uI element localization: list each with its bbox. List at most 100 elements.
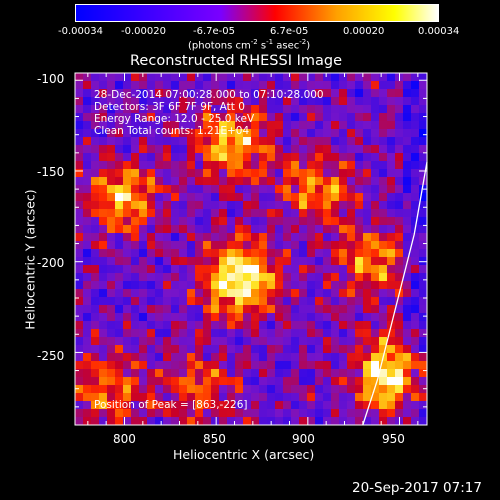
- heatmap-cell: [91, 361, 100, 370]
- heatmap-cell: [227, 217, 236, 226]
- heatmap-cell: [387, 265, 396, 274]
- heatmap-cell: [219, 345, 228, 354]
- heatmap-cell: [371, 97, 380, 106]
- heatmap-cell: [275, 169, 284, 178]
- heatmap-cell: [371, 73, 380, 82]
- heatmap-cell: [147, 169, 156, 178]
- heatmap-cell: [235, 89, 244, 98]
- heatmap-cell: [291, 233, 300, 242]
- heatmap-cell: [299, 169, 308, 178]
- heatmap-cell: [315, 265, 324, 274]
- heatmap-cell: [203, 417, 212, 426]
- heatmap-cell: [163, 97, 172, 106]
- heatmap-cell: [163, 129, 172, 138]
- heatmap-cell: [219, 257, 228, 266]
- heatmap-cell: [403, 393, 412, 402]
- heatmap-cell: [147, 209, 156, 218]
- heatmap-cell: [395, 201, 404, 210]
- heatmap-cell: [299, 241, 308, 250]
- heatmap-cell: [227, 257, 236, 266]
- heatmap-cell: [371, 113, 380, 122]
- heatmap-cell: [267, 225, 276, 234]
- heatmap-cell: [155, 185, 164, 194]
- heatmap-cell: [419, 89, 428, 98]
- heatmap-cell: [227, 137, 236, 146]
- heatmap-cell: [291, 289, 300, 298]
- heatmap-cell: [171, 209, 180, 218]
- heatmap-cell: [123, 369, 132, 378]
- heatmap-cell: [155, 73, 164, 82]
- heatmap-cell: [283, 265, 292, 274]
- heatmap-cell: [411, 105, 420, 114]
- heatmap-cell: [315, 81, 324, 90]
- heatmap-cell: [139, 185, 148, 194]
- heatmap-cell: [331, 225, 340, 234]
- heatmap-cell: [155, 393, 164, 402]
- heatmap-cell: [131, 81, 140, 90]
- heatmap-cell: [243, 81, 252, 90]
- heatmap-cell: [299, 409, 308, 418]
- heatmap-cell: [411, 273, 420, 282]
- heatmap-cell: [283, 401, 292, 410]
- heatmap-cell: [419, 329, 428, 338]
- heatmap-cell: [219, 321, 228, 330]
- heatmap-cell: [307, 225, 316, 234]
- heatmap-cell: [275, 137, 284, 146]
- heatmap-cell: [123, 345, 132, 354]
- heatmap-cell: [131, 193, 140, 202]
- heatmap-cell: [187, 249, 196, 258]
- colorbar-tick-label-2: -6.7e-05: [193, 26, 235, 37]
- colorbar-tick-label-1: -0.00020: [121, 26, 166, 37]
- heatmap-cell: [387, 233, 396, 242]
- heatmap-cell: [115, 89, 124, 98]
- heatmap-cell: [347, 73, 356, 82]
- heatmap-cell: [219, 281, 228, 290]
- heatmap-cell: [195, 265, 204, 274]
- heatmap-cell: [387, 81, 396, 90]
- heatmap-cell: [155, 233, 164, 242]
- heatmap-cell: [355, 289, 364, 298]
- heatmap-cell: [323, 193, 332, 202]
- heatmap-cell: [107, 417, 116, 426]
- heatmap-cell: [371, 377, 380, 386]
- heatmap-cell: [339, 361, 348, 370]
- heatmap-cell: [275, 193, 284, 202]
- heatmap-cell: [275, 305, 284, 314]
- heatmap-cell: [171, 225, 180, 234]
- heatmap-cell: [251, 401, 260, 410]
- heatmap-cell: [339, 233, 348, 242]
- heatmap-cell: [123, 353, 132, 362]
- heatmap-cell: [187, 137, 196, 146]
- heatmap-cell: [339, 129, 348, 138]
- colorbar-gradient: [76, 5, 438, 21]
- heatmap-cell: [235, 289, 244, 298]
- heatmap-cell: [307, 417, 316, 426]
- heatmap-cell: [403, 145, 412, 154]
- heatmap-cell: [259, 313, 268, 322]
- heatmap-cell: [131, 105, 140, 114]
- heatmap-cell: [171, 145, 180, 154]
- heatmap-cell: [83, 281, 92, 290]
- colorbar-tick-label-4: 0.00020: [343, 26, 385, 37]
- heatmap-cell: [315, 225, 324, 234]
- heatmap-cell: [203, 289, 212, 298]
- heatmap-cell: [371, 121, 380, 130]
- heatmap-cell: [99, 321, 108, 330]
- heatmap-cell: [235, 209, 244, 218]
- heatmap-cell: [171, 361, 180, 370]
- heatmap-cell: [99, 281, 108, 290]
- heatmap-cell: [419, 137, 428, 146]
- heatmap-cell: [123, 81, 132, 90]
- heatmap-cell: [139, 137, 148, 146]
- heatmap-cell: [219, 153, 228, 162]
- heatmap-cell: [387, 225, 396, 234]
- heatmap-cell: [75, 137, 84, 146]
- heatmap-cell: [411, 241, 420, 250]
- heatmap-cell: [115, 113, 124, 122]
- heatmap-cell: [411, 353, 420, 362]
- heatmap-cell: [155, 313, 164, 322]
- heatmap-cell: [107, 265, 116, 274]
- heatmap-cell: [387, 417, 396, 426]
- heatmap-cell: [203, 209, 212, 218]
- heatmap-cell: [395, 209, 404, 218]
